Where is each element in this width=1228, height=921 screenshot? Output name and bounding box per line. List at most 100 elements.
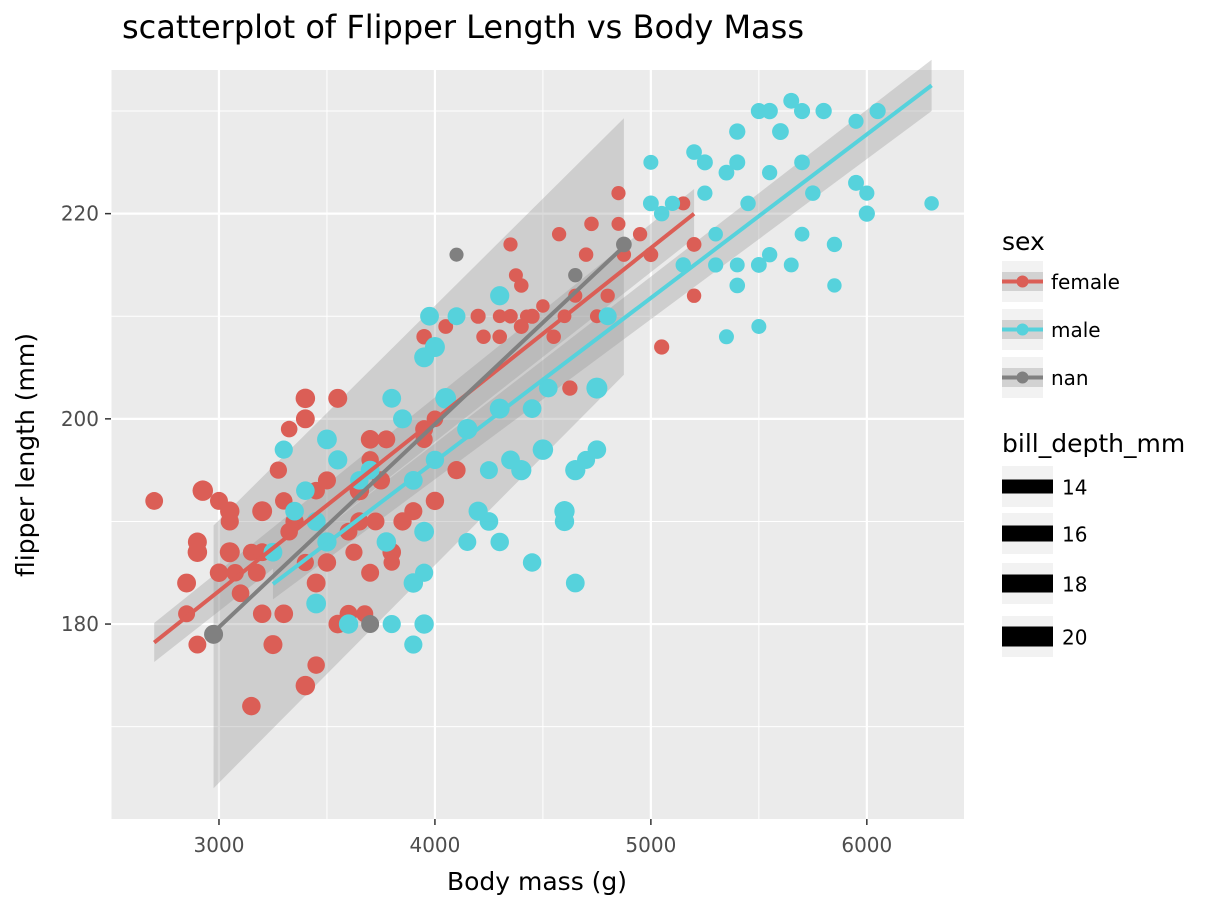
point-female bbox=[295, 409, 315, 429]
point-female bbox=[536, 299, 550, 313]
point-male bbox=[435, 387, 457, 409]
point-male bbox=[848, 174, 864, 191]
point-male bbox=[296, 481, 315, 500]
point-female bbox=[231, 584, 250, 603]
point-female bbox=[269, 461, 288, 479]
point-female bbox=[295, 388, 316, 409]
point-female bbox=[220, 501, 240, 521]
point-male bbox=[772, 123, 789, 140]
point-male bbox=[729, 277, 746, 294]
point-male bbox=[827, 278, 842, 293]
point-male bbox=[869, 102, 886, 120]
point-female bbox=[252, 501, 273, 522]
point-male bbox=[489, 398, 510, 419]
trend-lines bbox=[152, 83, 933, 645]
legend-size-label: 20 bbox=[1062, 626, 1087, 650]
legend-size-label: 14 bbox=[1062, 476, 1087, 500]
point-female bbox=[568, 288, 583, 303]
legend-size-dot bbox=[1019, 525, 1035, 542]
point-female bbox=[295, 675, 316, 696]
point-male bbox=[793, 102, 811, 120]
point-female bbox=[383, 554, 400, 571]
x-axis-label: Body mass (g) bbox=[447, 867, 627, 896]
point-female bbox=[219, 542, 240, 563]
point-male bbox=[393, 409, 413, 429]
point-female bbox=[632, 227, 648, 242]
point-female bbox=[514, 278, 529, 293]
point-male bbox=[447, 307, 466, 326]
point-female bbox=[242, 696, 261, 716]
point-male bbox=[317, 429, 337, 450]
point-male bbox=[858, 205, 875, 222]
legend-sex: female male nan bbox=[1002, 261, 1120, 398]
point-male bbox=[653, 205, 670, 222]
point-male bbox=[414, 614, 434, 634]
x-axis-ticks: 3000 4000 5000 6000 bbox=[194, 819, 892, 857]
legend-label-male: male bbox=[1051, 318, 1101, 342]
point-female bbox=[578, 247, 594, 262]
point-male bbox=[805, 185, 821, 201]
point-male bbox=[826, 236, 843, 253]
point-male bbox=[376, 532, 397, 552]
point-male bbox=[490, 286, 510, 306]
point-female bbox=[145, 492, 164, 510]
x-tick-label: 6000 bbox=[841, 833, 892, 857]
legend-key-dot-nan bbox=[1016, 371, 1029, 384]
trend-line-female bbox=[152, 212, 696, 645]
point-female bbox=[404, 502, 423, 521]
y-tick-label: 220 bbox=[61, 202, 99, 226]
legend-label-nan: nan bbox=[1051, 366, 1089, 390]
point-female bbox=[447, 461, 466, 480]
y-tick-label: 200 bbox=[61, 407, 99, 431]
point-female bbox=[328, 388, 348, 408]
point-nan bbox=[449, 247, 464, 262]
y-tick-label: 180 bbox=[61, 612, 99, 636]
point-male bbox=[382, 614, 401, 634]
point-female bbox=[252, 604, 272, 624]
point-female bbox=[209, 563, 229, 582]
point-female bbox=[192, 480, 214, 501]
point-male bbox=[328, 450, 348, 470]
point-male bbox=[479, 461, 498, 480]
point-female bbox=[366, 512, 385, 531]
point-male bbox=[338, 614, 359, 634]
point-female bbox=[307, 656, 325, 674]
point-female bbox=[476, 329, 491, 345]
point-female bbox=[177, 573, 197, 593]
point-male bbox=[729, 123, 746, 140]
point-male bbox=[263, 542, 283, 562]
x-tick-label: 3000 bbox=[194, 833, 245, 857]
point-male bbox=[696, 154, 713, 171]
legend-size-dot bbox=[1020, 479, 1034, 494]
point-male bbox=[729, 154, 746, 171]
point-male bbox=[751, 319, 767, 335]
chart-title: scatterplot of Flipper Length vs Body Ma… bbox=[122, 8, 804, 46]
point-male bbox=[587, 440, 607, 459]
y-axis-ticks: 180 200 220 bbox=[61, 202, 111, 636]
point-nan bbox=[361, 615, 380, 634]
point-male bbox=[404, 635, 423, 654]
point-male bbox=[859, 185, 875, 201]
point-female bbox=[503, 308, 518, 324]
point-female bbox=[187, 532, 207, 552]
point-male bbox=[794, 154, 810, 171]
point-female bbox=[415, 430, 433, 448]
point-female bbox=[306, 573, 326, 593]
legend-size-dot bbox=[1017, 626, 1037, 647]
legend-bill-depth: 14 16 18 20 bbox=[1002, 466, 1087, 657]
point-male bbox=[511, 460, 532, 481]
point-male bbox=[815, 102, 832, 120]
data-points bbox=[145, 92, 939, 716]
point-male bbox=[382, 388, 402, 408]
point-male bbox=[424, 337, 445, 358]
point-male bbox=[490, 532, 509, 552]
point-female bbox=[676, 196, 691, 211]
x-tick-label: 5000 bbox=[625, 833, 676, 857]
point-male bbox=[729, 257, 745, 273]
point-female bbox=[562, 380, 578, 396]
x-tick-label: 4000 bbox=[409, 833, 460, 857]
point-female bbox=[584, 216, 599, 232]
point-male bbox=[642, 195, 659, 212]
point-male bbox=[415, 563, 434, 582]
legend-sex-title: sex bbox=[1002, 227, 1045, 256]
